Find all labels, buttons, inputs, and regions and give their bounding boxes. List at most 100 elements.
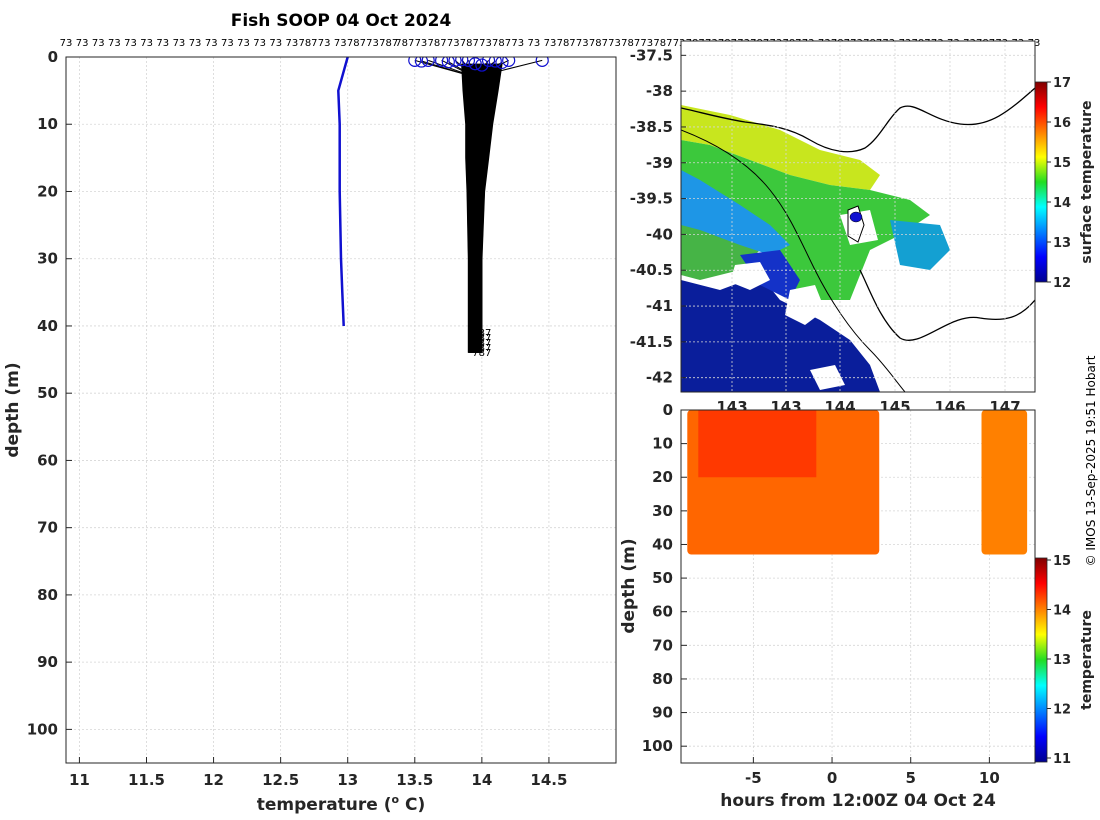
profile-top-label: 73 <box>221 38 234 49</box>
map-colorbar-label: surface temperature <box>1079 100 1095 263</box>
profile-surface-marker <box>475 58 489 72</box>
section-y-tick-label: 90 <box>652 704 673 722</box>
map-colorbar-tick-label: 12 <box>1053 276 1071 291</box>
profile-y-tick-label: 80 <box>37 586 58 604</box>
profile-x-label: temperature (o C) <box>257 793 426 815</box>
profile-surface-marker <box>535 57 549 67</box>
profile-top-label: 787 <box>395 38 414 49</box>
profile-plot-area <box>66 57 616 763</box>
profile-top-label: 73 <box>285 38 298 49</box>
profile-top-label: 787 <box>492 38 511 49</box>
profile-top-label: 787 <box>298 38 317 49</box>
figure-title: Fish SOOP 04 Oct 2024 <box>231 11 452 31</box>
profile-top-label: 73 <box>173 38 186 49</box>
profile-top-label: 73 <box>544 38 557 49</box>
profile-top-label: 73 <box>108 38 121 49</box>
map-colorbar-tick-label: 13 <box>1053 236 1071 251</box>
profile-surface-marker <box>435 57 449 67</box>
profile-bottom-label: 787 <box>472 338 491 349</box>
map-colorbar-tick-label: 14 <box>1053 196 1071 211</box>
profile-surface-marker <box>488 57 502 68</box>
profile-top-label: 73 <box>447 38 460 49</box>
map-cloud-3 <box>810 365 845 390</box>
map-panel: -37.5 -38 -38.5 -39 -39.5 -40 -40.5 -41 -41.5 -42… <box>630 40 1095 416</box>
section-x-tick-label: 5 <box>905 769 915 787</box>
profile-surface-line <box>474 60 489 78</box>
section-x-ticks: -5 0 5 10 <box>745 757 1000 787</box>
map-region-cold-patch <box>681 275 880 392</box>
profile-y-tick-label: 100 <box>27 720 58 738</box>
map-grid <box>681 41 1035 392</box>
profile-surface-marker <box>441 57 455 69</box>
profile-black-line <box>481 63 503 353</box>
profile-y-tick-label: 0 <box>48 48 58 66</box>
profile-top-label: 787 <box>621 38 640 49</box>
section-y-tick-label: 50 <box>652 569 673 587</box>
profile-x-tick-label: 14.5 <box>530 771 567 789</box>
section-y-tick-label: 10 <box>652 435 673 453</box>
profile-top-label: 73 <box>205 38 218 49</box>
profile-surface-line <box>474 60 496 78</box>
profile-top-label: 787 <box>347 38 366 49</box>
section-panel: -5 0 5 10 0 10 20 30 40 50 60 70 80 90 100 hours from… <box>619 401 1095 811</box>
map-cloud-1 <box>730 262 770 290</box>
profile-x-label-main: temperature ( <box>257 795 392 815</box>
profile-top-label: 73 <box>640 38 653 49</box>
profile-surface-marker <box>455 57 469 67</box>
section-x-tick-label: -5 <box>745 769 762 787</box>
map-shelf-contour <box>681 129 906 392</box>
profile-surface-line <box>475 59 543 78</box>
profile-top-label: 73 <box>156 38 169 49</box>
profile-surface-marker <box>502 57 516 67</box>
profile-surface-marker <box>448 57 462 67</box>
section-data-block <box>981 410 1028 555</box>
profile-surface-marker <box>461 57 476 67</box>
map-region-mid-shelf <box>681 140 930 300</box>
section-y-tick-label: 30 <box>652 502 673 520</box>
section-x-tick-label: 10 <box>979 769 1000 787</box>
section-colorbar-tick-label: 13 <box>1053 653 1071 668</box>
map-y-tick-label: -37.5 <box>630 46 673 64</box>
profile-top-label: 73 <box>479 38 492 49</box>
profile-y-tick-label: 90 <box>37 653 58 671</box>
section-x-tick-label: 0 <box>827 769 837 787</box>
profile-y-tick-label: 70 <box>37 519 58 537</box>
map-coastline-north <box>681 87 1035 153</box>
profile-top-label: 787 <box>653 38 672 49</box>
section-colorbar-label: temperature <box>1079 610 1095 710</box>
map-colorbar-tick-label: 16 <box>1053 116 1071 131</box>
section-colorbar-tick-label: 12 <box>1053 703 1071 718</box>
credit-text: © IMOS 13-Sep-2025 19:51 Hobart <box>1084 355 1098 566</box>
map-y-ticks: -37.5 -38 -38.5 -39 -39.5 -40 -40.5 -41 -41.5 -42 <box>630 46 686 387</box>
map-field <box>681 41 1035 392</box>
profile-bottom-label: 787 <box>472 333 491 344</box>
section-y-tick-label: 80 <box>652 670 673 688</box>
profile-surface-marker <box>408 57 422 67</box>
profile-y-tick-label: 50 <box>37 384 58 402</box>
profile-surface-line <box>454 59 476 78</box>
profile-top-label: 787 <box>589 38 608 49</box>
profile-y-tick-label: 40 <box>37 317 58 335</box>
profile-bottom-label: 787 <box>472 343 491 354</box>
profile-y-tick-label: 60 <box>37 451 58 469</box>
profile-x-tick-label: 12.5 <box>262 771 299 789</box>
map-y-tick-label: -38.5 <box>630 118 673 136</box>
map-y-tick-label: -41.5 <box>630 333 673 351</box>
map-cloud-2 <box>785 285 825 325</box>
profile-y-tick-label: 20 <box>37 182 58 200</box>
map-ship-track <box>849 211 863 223</box>
section-y-tick-label: 20 <box>652 468 673 486</box>
profile-blue-line <box>337 57 349 327</box>
profile-top-label: 73 <box>511 38 524 49</box>
profile-top-label: 73 <box>269 38 282 49</box>
profile-surface-marker <box>481 57 496 67</box>
profile-top-label: 73 <box>608 38 621 49</box>
map-y-tick-label: -40.5 <box>630 261 673 279</box>
section-x-label: hours from 12:00Z 04 Oct 24 <box>720 791 996 811</box>
profile-x-tick-label: 11 <box>69 771 90 789</box>
section-y-tick-label: 70 <box>652 636 673 654</box>
profile-series <box>337 57 549 353</box>
profile-surface-marker <box>421 57 435 67</box>
map-region-warm-shelf <box>681 105 880 190</box>
